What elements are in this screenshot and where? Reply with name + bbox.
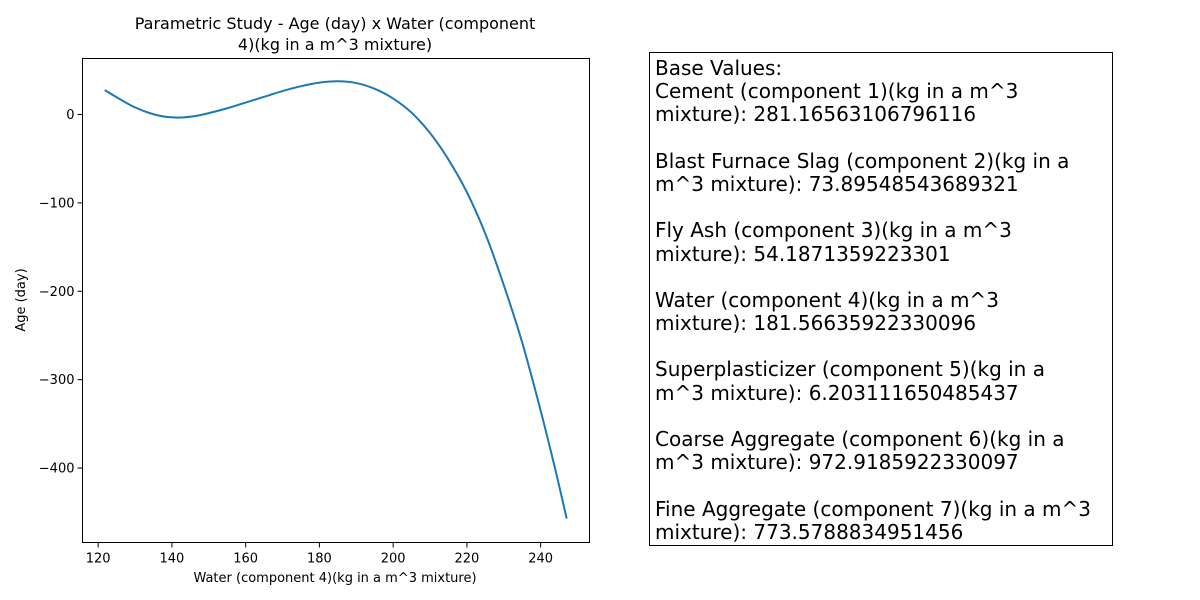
- chart-title-line-1: Parametric Study - Age (day) x Water (co…: [135, 14, 536, 33]
- info-line: m^3 mixture): 6.203111650485437: [655, 380, 1019, 405]
- plot-frame: [82, 58, 590, 543]
- x-tick-label: 200: [381, 552, 406, 567]
- y-tick-label: −100: [39, 196, 75, 211]
- base-values-box: Base Values: Cement (component 1)(kg in a…: [649, 52, 1113, 546]
- info-line: mixture): 54.1871359223301: [655, 241, 951, 266]
- info-spacer: [655, 127, 1112, 150]
- info-spacer: [655, 196, 1112, 219]
- chart: Parametric Study - Age (day) x Water (co…: [14, 14, 590, 586]
- info-line: m^3 mixture): 972.9185922330097: [655, 450, 1019, 475]
- info-line: Superplasticizer (component 5)(kg in a: [655, 357, 1045, 382]
- info-line: mixture): 773.5788834951456: [655, 519, 964, 544]
- info-line: Water (component 4)(kg in a m^3: [655, 287, 999, 312]
- info-spacer: [655, 405, 1112, 428]
- x-tick-label: 120: [86, 552, 111, 567]
- y-tick-label: −200: [39, 285, 75, 300]
- x-tick-label: 240: [528, 552, 553, 567]
- y-tick-label: −400: [39, 462, 75, 477]
- info-line: Fly Ash (component 3)(kg in a m^3: [655, 218, 1012, 243]
- info-line: mixture): 281.16563106796116: [655, 102, 977, 127]
- info-spacer: [655, 474, 1112, 497]
- y-tick-label: −300: [39, 373, 75, 388]
- info-line: Coarse Aggregate (component 6)(kg in a: [655, 427, 1065, 451]
- x-axis-label: Water (component 4)(kg in a m^3 mixture): [193, 571, 476, 586]
- x-tick-label: 140: [160, 552, 185, 567]
- chart-title-line-2: 4)(kg in a m^3 mixture): [238, 35, 432, 54]
- info-line: m^3 mixture): 73.89548543689321: [655, 171, 1019, 196]
- x-tick-label: 220: [454, 552, 479, 567]
- series-line-0: [104, 80, 568, 519]
- info-spacer: [655, 266, 1112, 289]
- info-spacer: [655, 335, 1112, 358]
- info-line: Cement (component 1)(kg in a m^3: [655, 79, 1019, 104]
- x-tick-label: 180: [307, 552, 332, 567]
- info-line: Fine Aggregate (component 7)(kg in a m^3: [655, 496, 1091, 521]
- info-heading: Base Values:: [655, 56, 783, 80]
- x-tick-label: 160: [233, 552, 258, 567]
- info-line: mixture): 181.56635922330096: [655, 311, 977, 336]
- info-line: Blast Furnace Slag (component 2)(kg in a: [655, 148, 1070, 173]
- y-axis-label: Age (day): [14, 268, 29, 331]
- y-tick-label: 0: [66, 108, 74, 123]
